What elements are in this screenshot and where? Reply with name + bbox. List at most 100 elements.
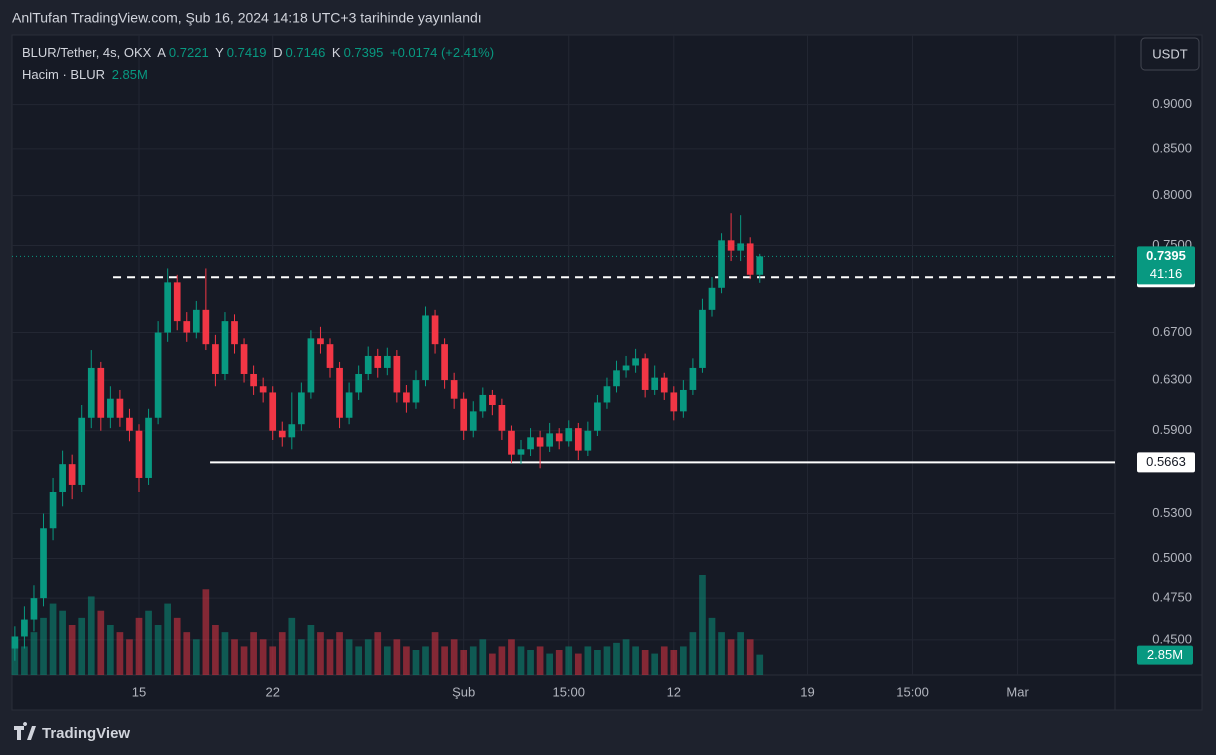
volume-bar [250, 632, 257, 675]
volume-bar [355, 646, 362, 675]
candle-body [154, 332, 162, 418]
candle-body [460, 398, 468, 431]
volume-bar [336, 632, 343, 675]
candle-body [355, 373, 362, 393]
candle-body [756, 256, 764, 275]
volume-bar [107, 625, 114, 675]
candle-body [326, 344, 334, 368]
candle-body [441, 344, 448, 381]
volume-bar [613, 642, 620, 675]
volume-bar [546, 653, 553, 675]
candle-body [489, 394, 496, 406]
x-tick-label: 22 [265, 684, 279, 699]
candle-body [737, 243, 744, 251]
currency-button[interactable] [1140, 37, 1200, 71]
candle-body [78, 417, 86, 485]
volume-bar [307, 625, 315, 675]
volume-bar [574, 653, 582, 675]
candle-body [269, 392, 277, 431]
volume-bar [450, 639, 458, 675]
volume-bar [126, 639, 133, 675]
ohlc-low: 0.7146 [285, 45, 326, 60]
volume-bar [97, 610, 105, 675]
volume-bar [594, 650, 601, 675]
volume-value: 2.85M [111, 67, 148, 82]
volume-bar [737, 632, 744, 675]
candle-body [49, 492, 57, 529]
candle-body [536, 437, 544, 447]
candle-body [336, 367, 343, 418]
volume-bar [135, 617, 143, 675]
volume-bar [536, 646, 544, 675]
candle-body [68, 464, 76, 485]
y-tick-label: 0.8000 [1152, 187, 1192, 202]
volume-bar [718, 632, 725, 675]
volume-bar [412, 650, 420, 675]
volume-bar [527, 650, 534, 675]
candle-body [221, 321, 229, 374]
x-tick-label: Şub [452, 684, 475, 699]
candle-body [116, 398, 124, 418]
volume-bar [221, 632, 229, 675]
volume-bar [489, 653, 496, 675]
candle-body [680, 389, 687, 412]
ohlc-label: A [157, 45, 166, 60]
candle-body [345, 392, 353, 418]
ohlc-label: Y [215, 45, 224, 60]
volume-bar [154, 625, 162, 675]
candle-body [670, 392, 678, 412]
level-tag-text: 0.5663 [1146, 454, 1186, 469]
volume-bar [641, 650, 649, 675]
volume-bar [460, 650, 468, 675]
volume-bar [298, 639, 305, 675]
volume-bar [756, 654, 764, 675]
candle-body [364, 355, 372, 374]
candle-body [30, 598, 38, 620]
candle-body [622, 365, 630, 371]
candle-body [450, 380, 458, 399]
volume-bar [78, 617, 86, 675]
volume-bar [364, 639, 372, 675]
candle-body [594, 402, 601, 431]
candle-body [651, 377, 659, 390]
volume-bar [87, 596, 95, 675]
footer-logo[interactable]: TradingView [14, 722, 130, 742]
candle-body [126, 417, 133, 431]
candles [11, 213, 764, 661]
candle-body [422, 315, 429, 381]
volume-bar [192, 639, 200, 675]
volume-bar [727, 639, 735, 675]
candle-body [746, 243, 754, 275]
volume-bar [479, 639, 487, 675]
volume-bar [374, 632, 382, 675]
volume-bar [680, 646, 687, 675]
volume-bar [30, 632, 38, 675]
volume-tag-text: 2.85M [1147, 647, 1183, 662]
candle-body [699, 309, 706, 368]
candle-body [613, 370, 620, 387]
last-price-text: 0.7395 [1146, 248, 1186, 263]
candle-body [403, 392, 410, 403]
volume-pane [11, 575, 764, 675]
volume-bar [622, 639, 630, 675]
volume-bar [183, 632, 191, 675]
currency-label[interactable]: USDT [1152, 46, 1187, 61]
volume-bar [441, 646, 448, 675]
x-tick-label: 12 [667, 684, 681, 699]
candle-body [231, 321, 238, 345]
candle-body [307, 338, 315, 393]
candle-body [240, 344, 248, 374]
candle-body [278, 430, 286, 438]
volume-bar [565, 646, 573, 675]
volume-bar [145, 610, 152, 675]
candle-body [298, 392, 305, 425]
axes: 0.4500 0.4750 0.5000 0.5300 0.5900 0.6300 0.67… [132, 96, 1195, 699]
volume-bar [240, 646, 248, 675]
volume-bar [555, 650, 563, 675]
candle-body [641, 358, 649, 390]
candle-body [288, 424, 296, 438]
volume-bar [746, 639, 754, 675]
candle-body [527, 437, 534, 450]
